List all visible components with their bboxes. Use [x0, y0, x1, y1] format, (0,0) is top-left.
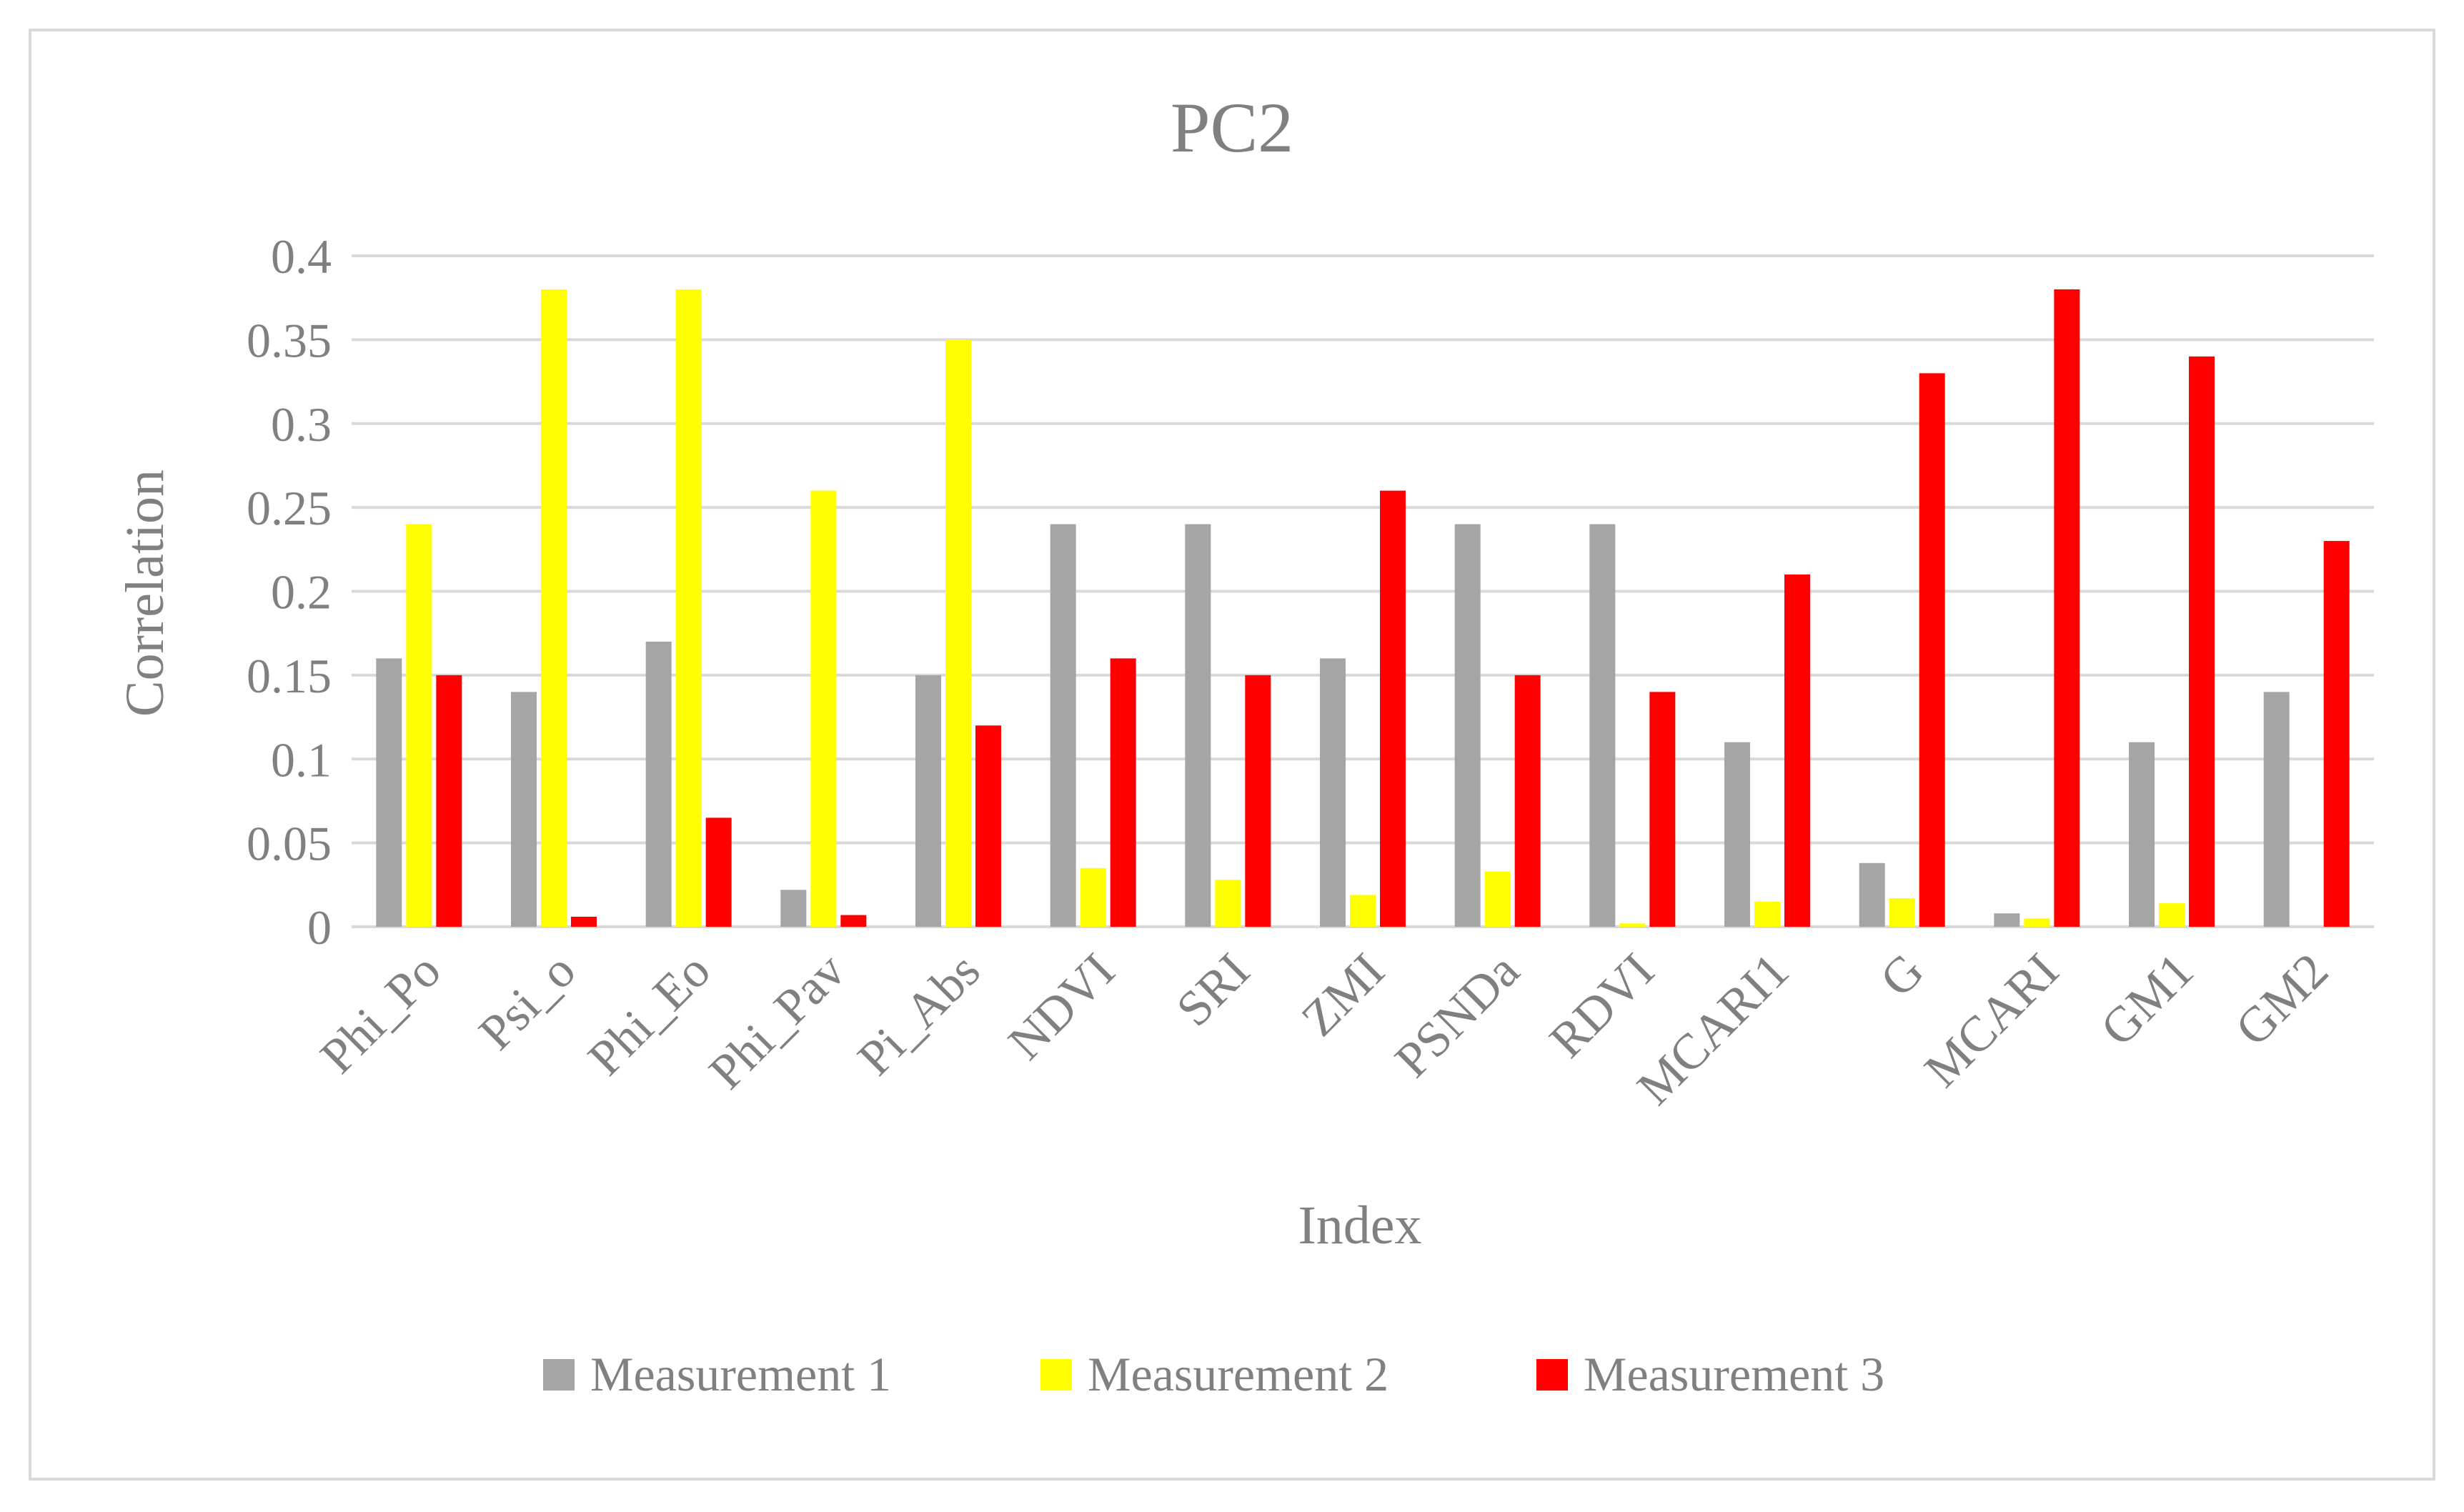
bar-measurement-2-phi-po: [406, 524, 432, 927]
bar-measurement-3-zmi: [1380, 490, 1406, 927]
bar-measurement-1-pi-abs: [915, 675, 941, 927]
bar-measurement-2-gm1: [2159, 903, 2185, 927]
legend: Measurement 1 Measurement 2 Measurement 3: [543, 1347, 1884, 1401]
bar-measurement-3-mcari1: [1784, 575, 1810, 927]
bar-measurement-2-phi-eo: [675, 289, 702, 927]
y-tick-label: 0.2: [271, 565, 332, 620]
bar-measurement-2-rdvi: [1619, 923, 1646, 927]
bar-measurement-3-phi-eo: [705, 817, 732, 927]
bar-measurement-1-gm2: [2263, 692, 2290, 927]
bar-measurement-1-sri: [1185, 524, 1211, 927]
y-axis-label: Correlation: [115, 469, 175, 717]
bar-measurement-3-mcari: [2054, 289, 2080, 927]
bar-measurement-1-rdvi: [1589, 524, 1616, 927]
legend-swatch: [543, 1359, 575, 1391]
y-tick-labels: 0 0.05 0.1 0.15 0.2 0.25 0.3 0.35 0.4: [247, 229, 332, 955]
bar-measurement-2-mcari: [2024, 918, 2050, 927]
bar-measurement-3-g: [1919, 373, 1945, 927]
bar-measurement-1-psnda: [1454, 524, 1481, 927]
bar-measurement-2-psi-o: [541, 289, 567, 927]
bar-measurement-2-pi-abs: [945, 339, 971, 927]
y-tick-label: 0.35: [247, 313, 332, 367]
bar-measurement-3-rdvi: [1649, 692, 1676, 927]
legend-swatch: [1536, 1359, 1568, 1391]
bar-measurement-1-gm1: [2129, 742, 2155, 927]
y-tick-label: 0.05: [247, 817, 332, 871]
y-tick-label: 0.3: [271, 397, 332, 452]
bar-measurement-2-psnda: [1484, 871, 1511, 927]
bar-measurement-3-psi-o: [571, 916, 597, 927]
bar-measurement-3-psnda: [1514, 675, 1541, 927]
legend-label: Measurement 2: [1088, 1347, 1389, 1401]
y-tick-label: 0.4: [271, 229, 332, 284]
bar-measurement-3-sri: [1245, 675, 1271, 927]
y-tick-label: 0.25: [247, 481, 332, 535]
bar-measurement-1-phi-pav: [780, 890, 807, 927]
chart-title: PC2: [1171, 88, 1293, 167]
bar-measurement-3-gm2: [2323, 541, 2350, 927]
bar-measurement-3-phi-po: [436, 675, 462, 927]
bar-measurement-2-mcari1: [1754, 901, 1780, 927]
bar-measurement-2-sri: [1215, 880, 1241, 927]
bar-measurement-1-g: [1859, 862, 1885, 927]
legend-label: Measurement 1: [590, 1347, 891, 1401]
bar-measurement-3-ndvi: [1110, 658, 1136, 927]
legend-label: Measurement 3: [1584, 1347, 1884, 1401]
bar-measurement-1-zmi: [1320, 658, 1346, 927]
bar-measurement-1-ndvi: [1050, 524, 1076, 927]
bar-measurement-2-g: [1889, 898, 1915, 927]
bar-measurement-2-phi-pav: [810, 490, 837, 927]
bars: [376, 289, 2350, 927]
bar-measurement-1-psi-o: [511, 692, 537, 927]
bar-measurement-3-gm1: [2189, 356, 2215, 927]
y-tick-label: 0: [307, 900, 332, 955]
y-tick-label: 0.1: [271, 732, 332, 787]
bar-measurement-1-mcari: [1994, 913, 2020, 927]
bar-measurement-1-phi-po: [376, 658, 402, 927]
y-tick-label: 0.15: [247, 649, 332, 703]
legend-swatch: [1040, 1359, 1072, 1391]
bar-measurement-3-pi-abs: [975, 725, 1001, 927]
bar-measurement-3-phi-pav: [840, 915, 867, 927]
bar-measurement-1-mcari1: [1724, 742, 1750, 927]
bar-measurement-1-phi-eo: [645, 641, 672, 927]
bar-measurement-2-ndvi: [1080, 867, 1106, 927]
bar-measurement-2-zmi: [1350, 895, 1376, 927]
x-axis-label: Index: [1298, 1195, 1421, 1255]
